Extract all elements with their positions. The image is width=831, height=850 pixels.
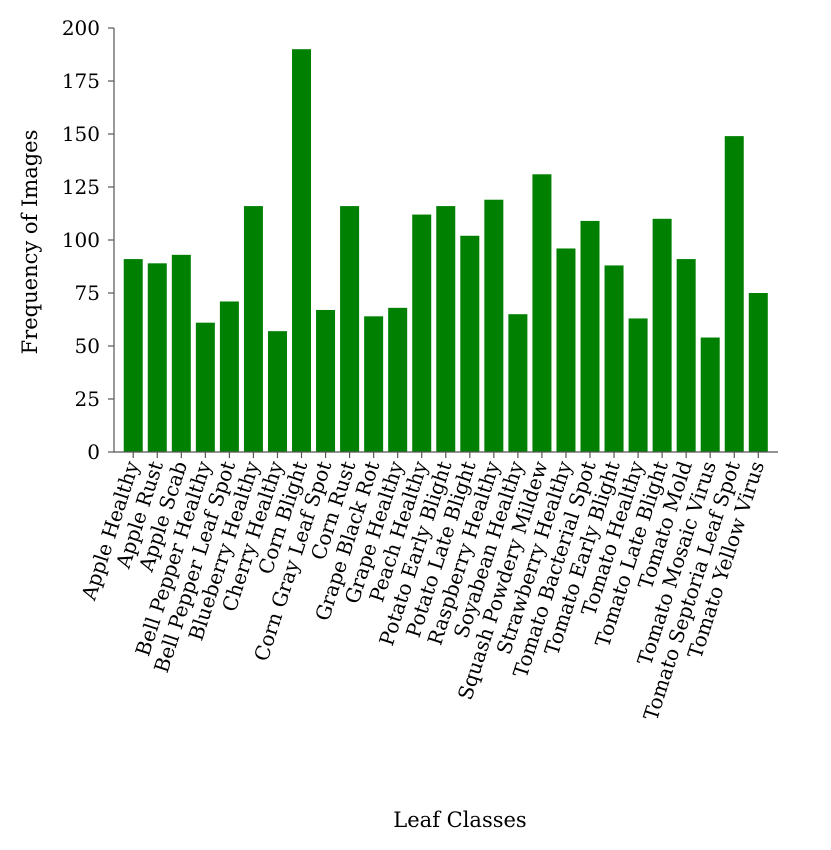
y-axis-ticks: 0 25 50 75 100 125 150 175 200 [62,16,114,464]
bar [340,206,360,452]
y-tick-label: 150 [62,122,100,146]
bar [724,136,744,452]
bar [676,259,696,452]
bar [364,316,384,452]
bar [628,318,648,452]
bar [508,314,528,452]
bar [171,254,191,452]
y-tick-label: 100 [62,228,100,252]
bar [580,220,600,452]
y-tick-label: 175 [62,69,100,93]
bar [556,248,576,452]
bar [123,259,143,452]
bar [147,263,167,452]
bar [532,174,552,452]
bar [195,322,215,452]
bar [388,307,408,452]
y-axis-title: Frequency of Images [18,130,42,355]
y-tick-label: 50 [75,334,100,358]
bar [700,337,720,452]
y-tick-label: 125 [62,175,100,199]
y-tick-label: 25 [75,387,100,411]
bar [604,265,624,452]
bar [652,218,672,452]
y-tick-label: 0 [87,440,100,464]
bars-group [123,49,768,452]
bar [267,331,287,452]
bar [484,199,504,452]
y-tick-label: 200 [62,16,100,40]
bar [436,206,456,452]
bar [412,214,432,452]
x-axis-title: Leaf Classes [393,808,526,832]
bar [316,309,336,452]
bar [243,206,263,452]
y-tick-label: 75 [75,281,100,305]
bar [219,301,239,452]
bar [460,235,480,452]
bar [748,293,768,452]
bar [292,49,312,452]
